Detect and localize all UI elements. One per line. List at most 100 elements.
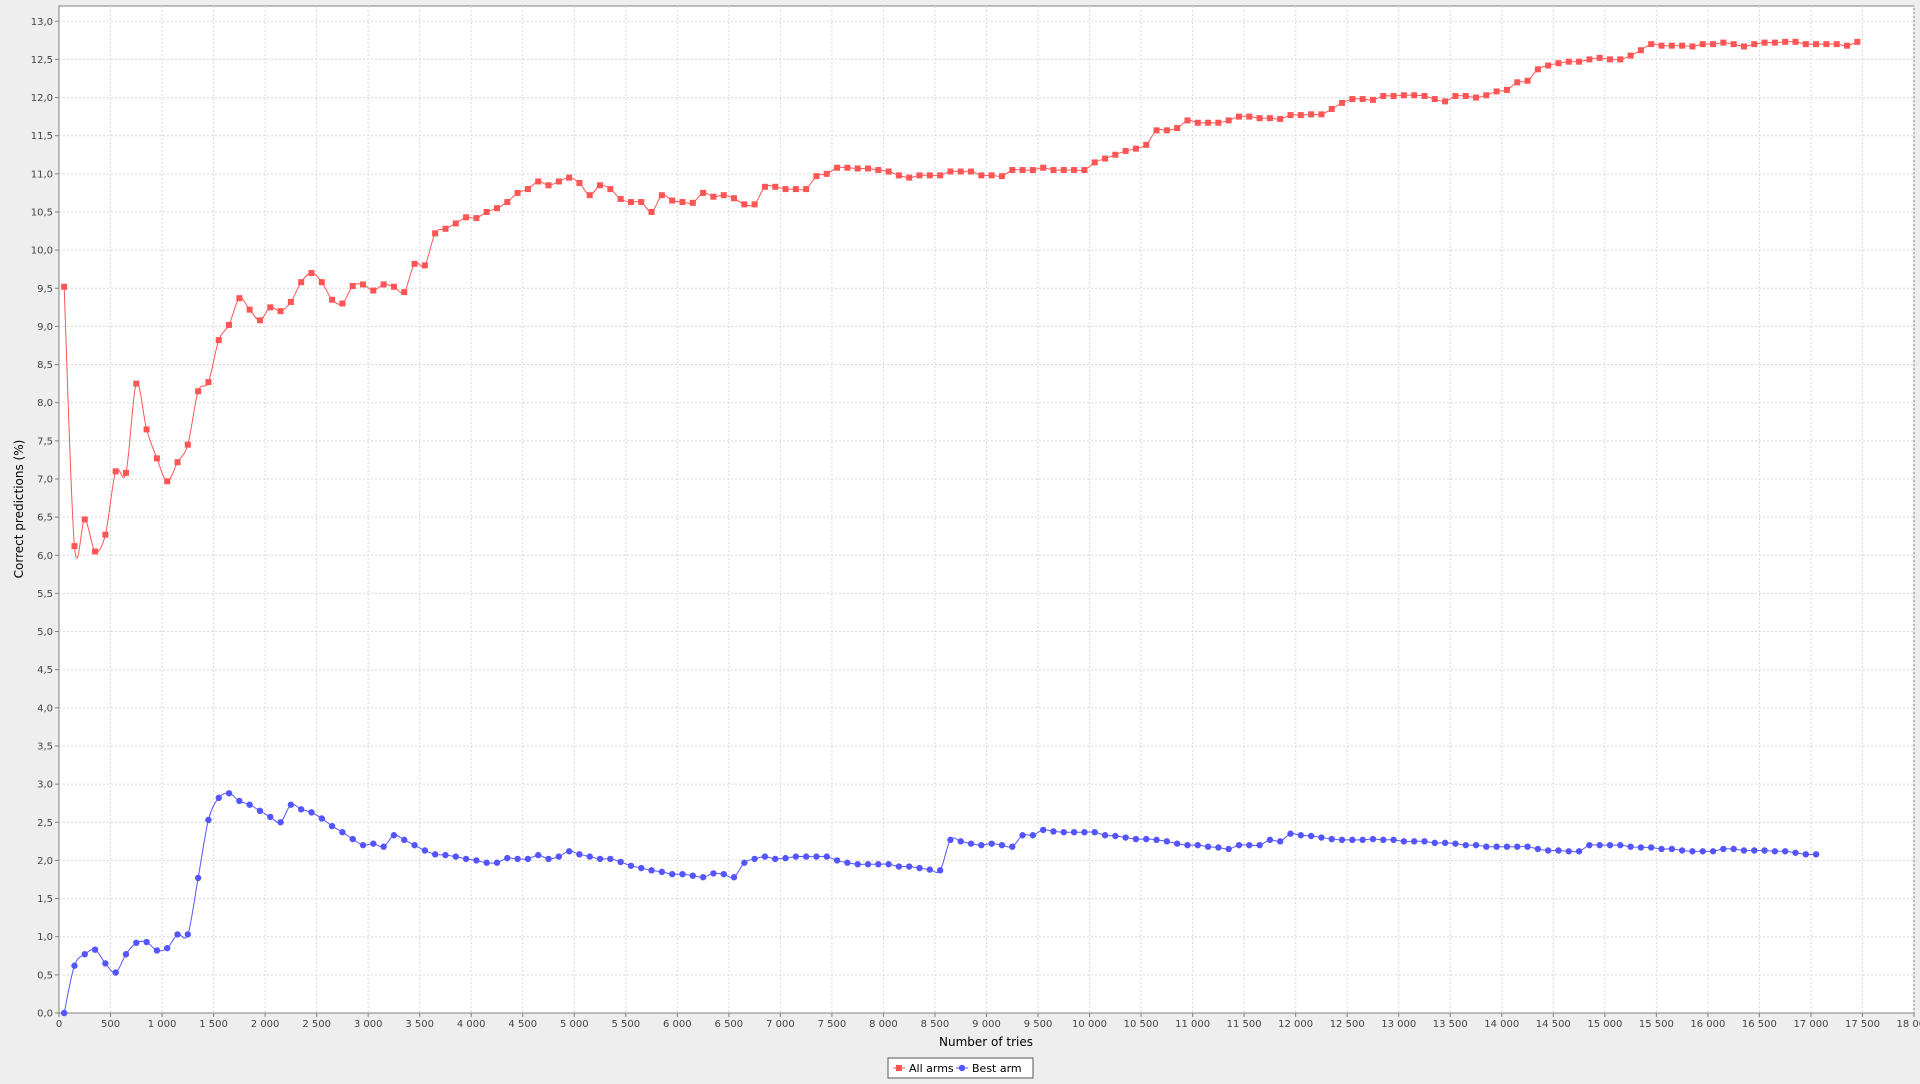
data-point-best-arm (216, 795, 222, 801)
data-point-all-arms (1030, 167, 1036, 173)
data-point-best-arm (432, 851, 438, 857)
x-tick-label: 1 000 (148, 1019, 177, 1030)
y-tick-label: 2,0 (37, 856, 53, 867)
data-point-best-arm (1813, 851, 1819, 857)
data-point-best-arm (1586, 842, 1592, 848)
x-tick-label: 2 000 (251, 1019, 280, 1030)
data-point-all-arms (1566, 59, 1572, 65)
data-point-best-arm (793, 853, 799, 859)
data-point-all-arms (102, 532, 108, 538)
y-tick-label: 1,5 (37, 894, 53, 905)
data-point-best-arm (607, 856, 613, 862)
data-point-best-arm (1421, 838, 1427, 844)
y-tick-label: 12,0 (31, 93, 53, 104)
data-point-all-arms (494, 205, 500, 211)
data-point-best-arm (1287, 831, 1293, 837)
data-point-best-arm (391, 832, 397, 838)
data-point-best-arm (710, 870, 716, 876)
data-point-all-arms (783, 186, 789, 192)
data-point-all-arms (1401, 92, 1407, 98)
data-point-all-arms (576, 180, 582, 186)
data-point-all-arms (958, 169, 964, 175)
data-point-best-arm (648, 867, 654, 873)
data-point-best-arm (1741, 847, 1747, 853)
data-point-all-arms (968, 169, 974, 175)
data-point-best-arm (535, 852, 541, 858)
data-point-all-arms (700, 190, 706, 196)
data-point-all-arms (401, 289, 407, 295)
data-point-all-arms (236, 295, 242, 301)
x-tick-label: 11 500 (1227, 1019, 1262, 1030)
data-point-best-arm (1679, 847, 1685, 853)
data-point-best-arm (401, 837, 407, 843)
y-tick-label: 1,0 (37, 932, 53, 943)
x-tick-label: 5 500 (611, 1019, 640, 1030)
data-point-all-arms (1061, 167, 1067, 173)
x-tick-label: 8 500 (921, 1019, 950, 1030)
data-point-all-arms (1174, 125, 1180, 131)
x-tick-label: 15 500 (1639, 1019, 1674, 1030)
data-point-all-arms (1195, 120, 1201, 126)
data-point-all-arms (1751, 41, 1757, 47)
data-point-all-arms (989, 172, 995, 178)
x-tick-label: 13 500 (1433, 1019, 1468, 1030)
data-point-all-arms (1813, 41, 1819, 47)
data-point-best-arm (1143, 836, 1149, 842)
data-point-all-arms (649, 209, 655, 215)
data-point-all-arms (1050, 167, 1056, 173)
data-point-best-arm (1092, 829, 1098, 835)
data-point-best-arm (1050, 828, 1056, 834)
data-point-all-arms (1421, 93, 1427, 99)
data-point-best-arm (308, 809, 314, 815)
data-point-best-arm (1030, 832, 1036, 838)
data-point-best-arm (1359, 837, 1365, 843)
data-point-all-arms (61, 284, 67, 290)
data-point-best-arm (1751, 847, 1757, 853)
data-point-best-arm (288, 802, 294, 808)
data-point-best-arm (1153, 837, 1159, 843)
data-point-all-arms (1720, 40, 1726, 46)
data-point-best-arm (1535, 846, 1541, 852)
data-point-all-arms (1525, 78, 1531, 84)
data-point-all-arms (329, 297, 335, 303)
x-tick-label: 17 500 (1845, 1019, 1880, 1030)
x-axis-label: Number of tries (939, 1035, 1033, 1049)
data-point-best-arm (1803, 851, 1809, 857)
data-point-best-arm (1596, 842, 1602, 848)
data-point-best-arm (61, 1010, 67, 1016)
data-point-best-arm (1205, 843, 1211, 849)
data-point-all-arms (1854, 39, 1860, 45)
legend-marker-all-arms (896, 1065, 902, 1071)
y-tick-label: 9,0 (37, 322, 53, 333)
data-point-best-arm (360, 842, 366, 848)
data-point-best-arm (679, 871, 685, 877)
y-tick-label: 8,0 (37, 398, 53, 409)
data-point-all-arms (267, 304, 273, 310)
x-tick-label: 0 (56, 1019, 62, 1030)
data-point-all-arms (1607, 56, 1613, 62)
data-point-best-arm (937, 867, 943, 873)
data-point-best-arm (906, 863, 912, 869)
data-point-best-arm (1102, 832, 1108, 838)
data-point-all-arms (1504, 87, 1510, 93)
data-point-best-arm (1009, 843, 1015, 849)
data-point-best-arm (1761, 847, 1767, 853)
data-point-all-arms (1215, 120, 1221, 126)
x-tick-label: 7 000 (766, 1019, 795, 1030)
data-point-best-arm (483, 860, 489, 866)
data-point-all-arms (824, 171, 830, 177)
data-point-best-arm (1648, 844, 1654, 850)
y-tick-label: 4,0 (37, 703, 53, 714)
data-point-best-arm (1329, 836, 1335, 842)
data-point-all-arms (1318, 111, 1324, 117)
data-point-all-arms (1432, 96, 1438, 102)
data-point-all-arms (278, 308, 284, 314)
data-point-all-arms (133, 381, 139, 387)
data-point-all-arms (1257, 115, 1263, 121)
x-tick-label: 7 500 (818, 1019, 847, 1030)
data-point-all-arms (226, 322, 232, 328)
data-point-best-arm (1164, 838, 1170, 844)
data-point-all-arms (1071, 167, 1077, 173)
data-point-best-arm (1627, 843, 1633, 849)
data-point-best-arm (1700, 848, 1706, 854)
